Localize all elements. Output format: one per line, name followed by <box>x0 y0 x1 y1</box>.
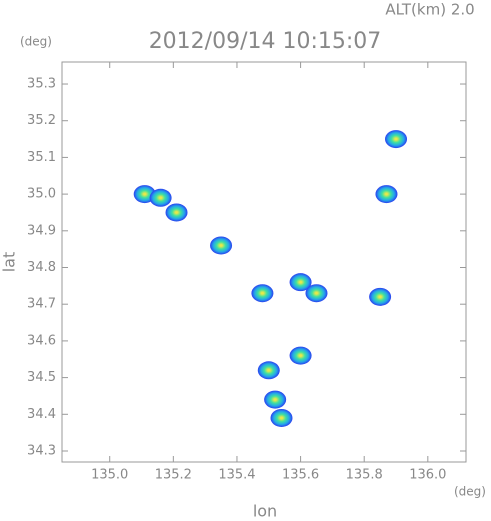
x-unit: (deg) <box>454 485 486 499</box>
y-tick-label: 34.9 <box>27 223 56 238</box>
echo-cell <box>165 203 188 222</box>
echo-cell <box>375 185 398 204</box>
x-axis-label: lon <box>253 502 277 521</box>
x-tick-label: 136.0 <box>409 468 446 483</box>
echo-cell <box>289 273 312 292</box>
y-axis-label: lat <box>0 252 19 273</box>
x-tick-label: 135.8 <box>346 468 383 483</box>
x-tick-label: 135.6 <box>282 468 319 483</box>
echo-cell <box>289 346 312 365</box>
echo-cell <box>264 390 287 409</box>
y-tick-label: 35.3 <box>27 77 56 92</box>
y-tick-label: 35.2 <box>27 113 56 128</box>
y-tick-label: 34.4 <box>27 407 56 422</box>
y-tick-label: 34.6 <box>27 333 56 348</box>
x-tick-label: 135.2 <box>155 468 192 483</box>
x-tick-label: 135.4 <box>218 468 255 483</box>
y-tick-label: 34.7 <box>27 297 56 312</box>
echo-cell <box>270 408 293 427</box>
y-unit: (deg) <box>20 35 52 49</box>
x-tick-label: 135.0 <box>91 468 128 483</box>
y-tick-label: 34.3 <box>27 443 56 458</box>
echo-cell <box>149 188 172 207</box>
echo-cell <box>369 287 392 306</box>
echo-cell <box>257 361 280 380</box>
echo-cell <box>251 284 274 303</box>
echo-cell <box>210 236 233 255</box>
chart-title: 2012/09/14 10:15:07 <box>149 29 382 54</box>
y-tick-label: 34.5 <box>27 370 56 385</box>
y-tick-label: 35.0 <box>27 187 56 202</box>
subtitle: ALT(km) 2.0 <box>385 1 474 19</box>
y-tick-label: 35.1 <box>27 150 56 165</box>
y-tick-label: 34.8 <box>27 260 56 275</box>
plot-frame <box>61 61 467 463</box>
echo-cell <box>385 130 408 149</box>
echo-cell <box>305 284 328 303</box>
